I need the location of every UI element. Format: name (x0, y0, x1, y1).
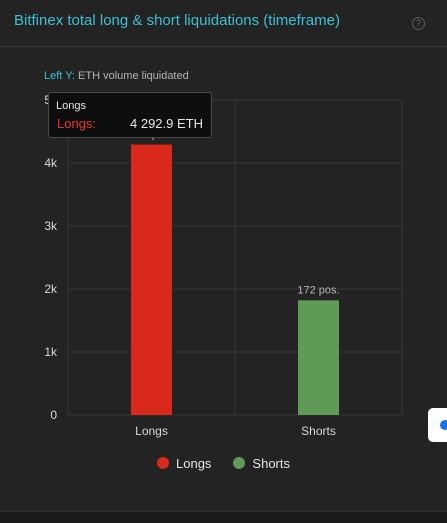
chart-panel: Bitfinex total long & short liquidations… (0, 0, 447, 472)
tooltip-value: 4 292.9 ETH (130, 116, 203, 131)
chart-legend: Longs Shorts (0, 454, 447, 472)
left-y-text: ETH volume liquidated (75, 70, 189, 82)
y-tick-label: 4k (44, 156, 58, 170)
legend-label-shorts: Shorts (252, 455, 290, 471)
legend-dot-longs (157, 457, 169, 469)
chart-title: Bitfinex total long & short liquidations… (14, 12, 340, 29)
legend-item-shorts[interactable]: Shorts (233, 454, 290, 472)
y-tick-label: 3k (44, 219, 58, 233)
left-y-axis-caption: Left Y: ETH volume liquidated (44, 70, 189, 82)
y-tick-label: 2k (44, 282, 58, 296)
left-y-key: Left Y: (44, 70, 75, 82)
tooltip-label: Longs: (57, 116, 97, 131)
legend-item-longs[interactable]: Longs (157, 454, 211, 472)
legend-dot-shorts (233, 457, 246, 469)
bar-longs (131, 144, 172, 415)
tooltip: Longs Longs: 4 292.9 ETH (48, 92, 212, 138)
x-tick-label: Longs (135, 424, 168, 438)
tooltip-title: Longs (56, 100, 86, 112)
bar-data-label: 172 pos. (297, 284, 339, 296)
widget-icon (440, 420, 447, 430)
x-tick-label: Shorts (301, 424, 336, 438)
legend-label-longs: Longs (176, 455, 212, 471)
y-tick-label: 1k (44, 345, 58, 359)
help-icon[interactable]: ? (412, 17, 425, 30)
bar-shorts (298, 300, 339, 415)
y-tick-label: 0 (50, 408, 57, 422)
panel-header: Bitfinex total long & short liquidations… (0, 0, 447, 47)
side-widget-tab[interactable] (428, 408, 447, 442)
